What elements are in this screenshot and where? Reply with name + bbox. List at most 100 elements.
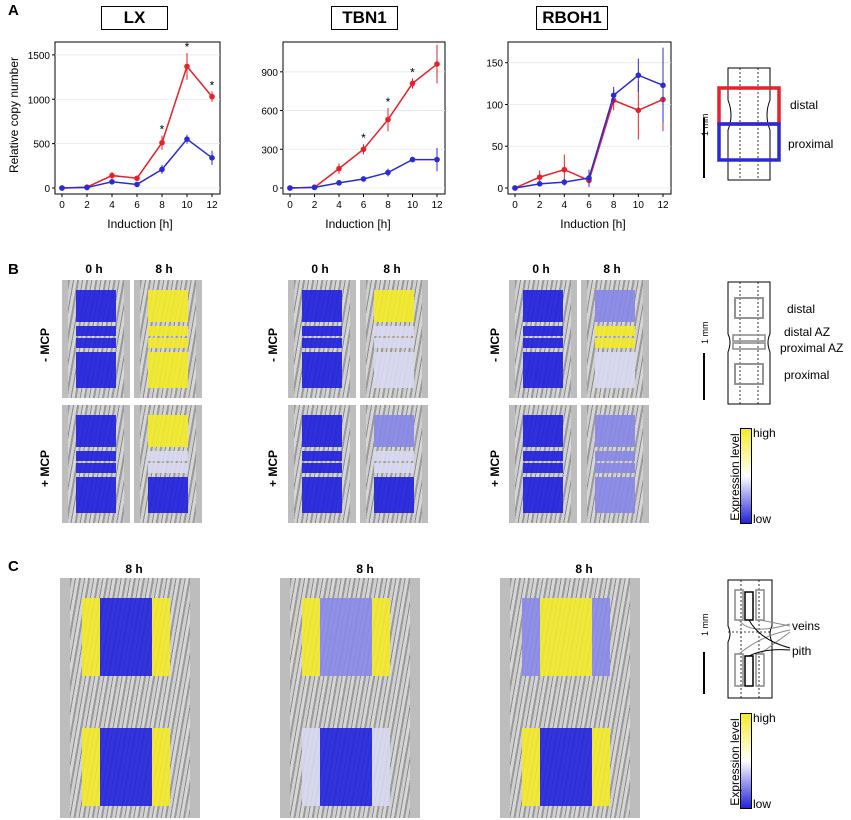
scale-label-b: 1 mm — [700, 321, 710, 345]
y-tick-label: 1000 — [28, 95, 51, 106]
y-tick-label: 1500 — [28, 51, 51, 62]
c-legend-title: Expression level — [728, 718, 742, 806]
x-tick-label: 6 — [134, 200, 140, 211]
expression-region — [148, 338, 188, 348]
distal-point — [159, 139, 165, 146]
vein-region — [522, 598, 540, 676]
b-time-8h-2: 8 h — [383, 262, 401, 276]
x-tick-label: 0 — [512, 200, 518, 211]
vein-region — [82, 728, 100, 806]
x-tick-label: 12 — [206, 200, 218, 211]
expression-region — [302, 463, 342, 473]
proximal-point — [561, 179, 568, 185]
y-tick-label: 500 — [33, 140, 50, 151]
significance-star: * — [185, 40, 190, 54]
proximal-point — [660, 82, 666, 89]
vein-region — [302, 598, 320, 676]
b-color-scale — [740, 428, 752, 524]
expression-region — [523, 326, 563, 336]
segment-diagram-c — [703, 579, 791, 699]
expression-region — [523, 338, 563, 348]
tbn1-chart: 0 300 600 900 0 2 4 6 8 10 12 * * * — [261, 41, 446, 211]
micrograph-8h — [500, 578, 640, 818]
diagram-a-proximal-label: proximal — [788, 137, 834, 151]
expression-region — [595, 326, 635, 336]
expression-region — [302, 477, 342, 513]
expression-region — [302, 451, 342, 461]
x-axis-label-tbn1: Induction [h] — [325, 217, 391, 231]
expression-region — [302, 338, 342, 348]
expression-region — [148, 451, 188, 461]
expression-region — [523, 477, 563, 513]
y-tick-label: 600 — [261, 107, 278, 118]
expression-region — [76, 451, 116, 461]
gene-title-tbn1: TBN1 — [331, 6, 398, 30]
b-region-distal-az: distal AZ — [784, 325, 831, 339]
diagram-a-distal-label: distal — [790, 98, 819, 112]
expression-region — [523, 463, 563, 473]
micrograph — [62, 280, 130, 398]
distal-point — [109, 172, 115, 179]
x-tick-label: 2 — [312, 200, 318, 211]
b-row-minus-mcp-1: - MCP — [38, 328, 52, 362]
proximal-point — [586, 175, 592, 181]
b-time-8h-1: 8 h — [155, 262, 173, 276]
y-tick-label: 0 — [497, 184, 503, 195]
c-time-1: 8 h — [125, 562, 143, 576]
x-tick-label: 10 — [407, 200, 419, 211]
vein-region — [302, 728, 320, 806]
pith-region — [320, 728, 372, 806]
x-tick-label: 2 — [537, 200, 543, 211]
significance-star: * — [160, 123, 165, 137]
expression-region — [374, 463, 414, 473]
distal-point — [134, 175, 140, 182]
expression-region — [595, 290, 635, 322]
b-time-8h-3: 8 h — [603, 262, 621, 276]
x-axis-label-rboh1: Induction [h] — [560, 217, 626, 231]
c-color-scale — [740, 713, 752, 809]
b-time-0h-1: 0 h — [85, 262, 103, 276]
micrograph — [288, 405, 356, 523]
segment-diagram-b — [703, 281, 771, 405]
significance-star: * — [386, 95, 391, 109]
b-row-minus-mcp-3: - MCP — [488, 328, 502, 362]
distal-point — [385, 116, 391, 123]
b-row-plus-mcp-1: + MCP — [38, 449, 52, 487]
expression-region — [374, 415, 414, 447]
distal-point — [336, 165, 342, 172]
pith-region — [540, 728, 592, 806]
c-label-veins: veins — [792, 619, 821, 633]
expression-region — [76, 463, 116, 473]
y-tick-label: 150 — [486, 59, 503, 70]
expression-region — [76, 477, 116, 513]
expression-region — [374, 477, 414, 513]
expression-region — [523, 451, 563, 461]
vein-region — [82, 598, 100, 676]
expression-region — [76, 352, 116, 388]
x-tick-label: 2 — [84, 200, 90, 211]
proximal-point — [360, 176, 367, 182]
expression-region — [76, 290, 116, 322]
significance-star: * — [210, 78, 215, 92]
c-label-pith: pith — [792, 644, 812, 658]
proximal-point — [311, 184, 318, 191]
vein-region — [522, 728, 540, 806]
vein-region — [592, 598, 610, 676]
b-legend-low: low — [753, 512, 772, 526]
expression-region — [595, 463, 635, 473]
expression-region — [76, 415, 116, 447]
expression-region — [595, 415, 635, 447]
distal-point — [434, 61, 440, 67]
expression-region — [374, 326, 414, 336]
scale-label-a: 1 mm — [700, 113, 710, 137]
distal-point — [184, 63, 190, 70]
proximal-point — [385, 169, 391, 176]
vein-region — [152, 598, 170, 676]
pith-region — [540, 598, 592, 676]
expression-region — [148, 415, 188, 447]
x-tick-label: 8 — [385, 200, 391, 211]
expression-region — [523, 415, 563, 447]
expression-region — [302, 352, 342, 388]
proximal-point — [184, 136, 190, 142]
x-tick-label: 4 — [336, 200, 342, 211]
